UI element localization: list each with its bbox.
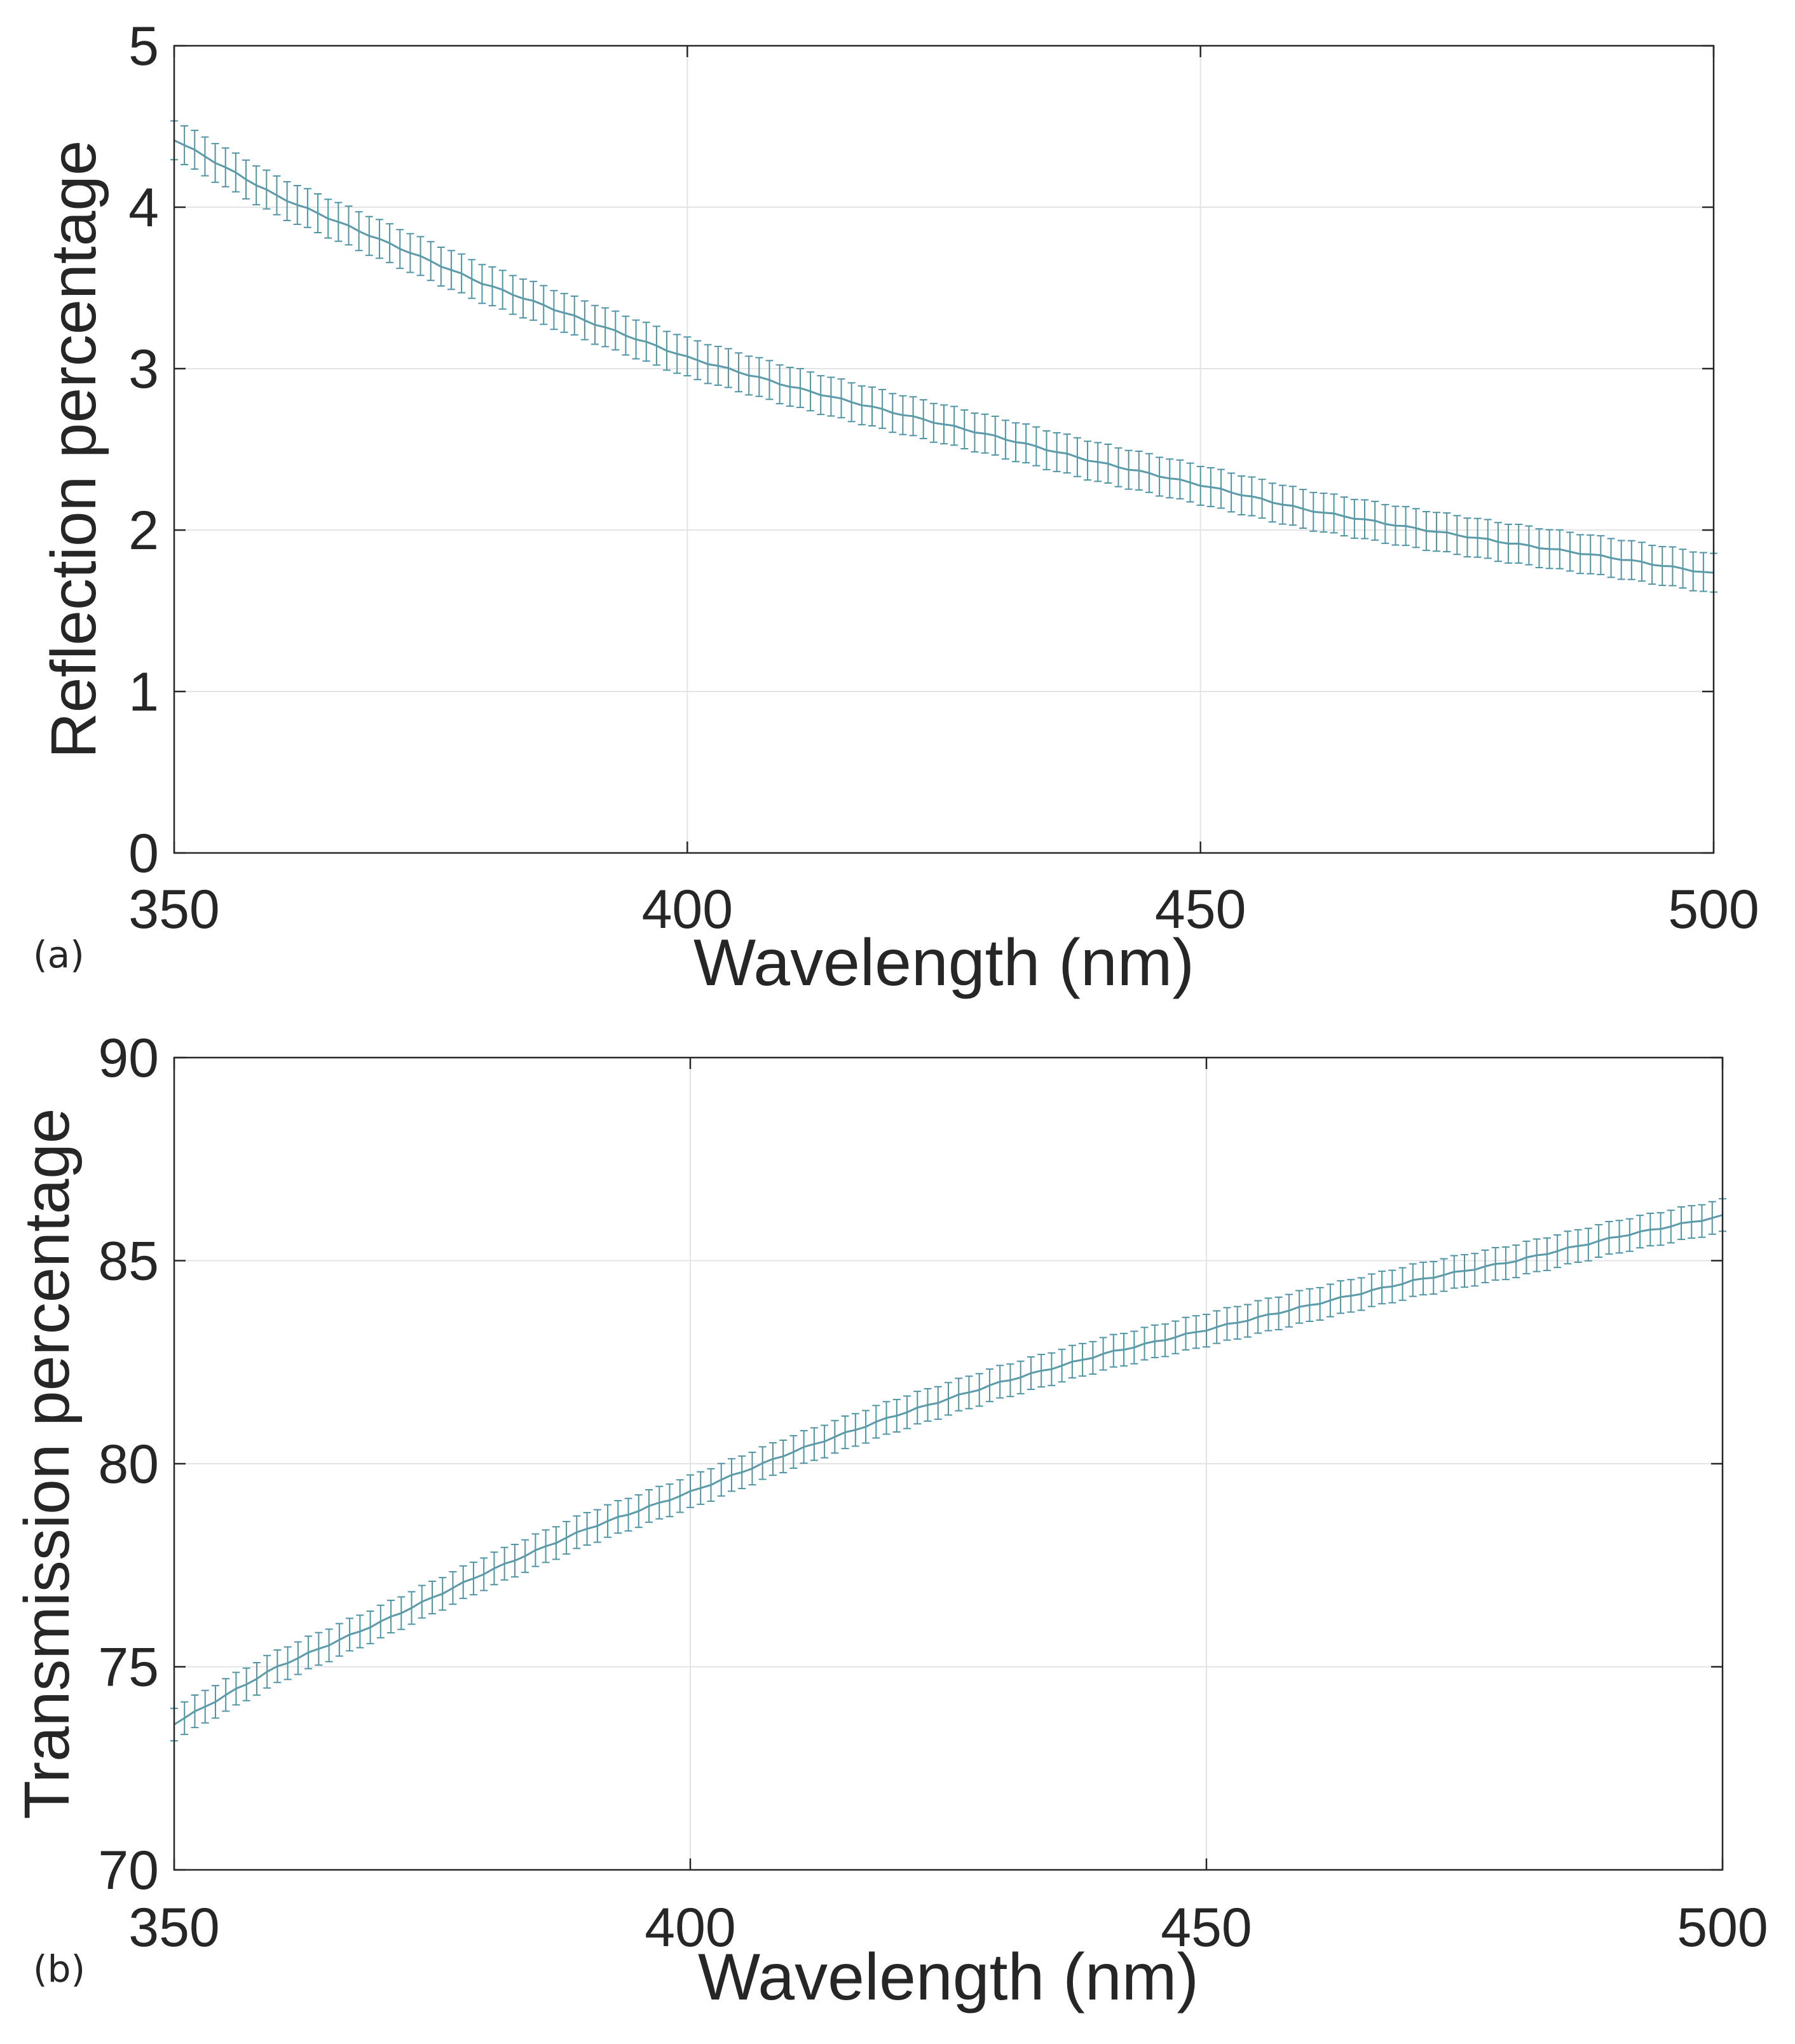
panel-label-a: (a): [33, 933, 85, 976]
y-tick-label-b: 80: [98, 1434, 159, 1495]
y-tick-label-b: 75: [98, 1637, 159, 1698]
y-tick-label-b: 70: [98, 1840, 159, 1901]
y-tick-label-a: 4: [128, 177, 159, 238]
x-tick-labels-b: 350 400 450 500: [128, 1058, 1768, 1958]
x-axis-label-a: Wavelength (nm): [693, 926, 1194, 1000]
x-axis-label-b: Wavelength (nm): [698, 1940, 1199, 2014]
y-axis-label-b: Transmission percentage: [11, 1108, 83, 1819]
x-tick-label-a: 400: [642, 879, 734, 940]
x-tick-label-b: 500: [1677, 1897, 1768, 1958]
grid-x-a: [686, 46, 1201, 853]
y-tick-label-b: 90: [98, 1028, 159, 1089]
x-tick-label-a: 350: [128, 879, 220, 940]
y-tick-label-a: 3: [128, 339, 159, 400]
y-axis-label-a: Reflection percentage: [38, 140, 109, 759]
panel-a: 350 400 450 500 0 1 2 3 4 5 Wavelength (nm) Refl…: [33, 16, 1759, 1000]
series-line-a: [174, 139, 1714, 574]
x-tick-label-b: 450: [1161, 1897, 1252, 1958]
panel-label-b: (b): [33, 1947, 85, 1991]
y-tick-label-a: 5: [128, 16, 159, 77]
y-tick-label-a: 2: [128, 500, 159, 561]
y-tick-labels-b: 70 75 80 85 90: [98, 1028, 1723, 1901]
plot-area-a: [174, 46, 1714, 853]
x-tick-labels-a: 350 400 450 500: [128, 46, 1759, 940]
x-tick-label-a: 500: [1668, 879, 1759, 940]
axes-box-a: [173, 44, 1715, 854]
x-tick-label-a: 450: [1155, 879, 1246, 940]
x-tick-label-b: 400: [645, 1897, 736, 1958]
y-tick-label-b: 85: [98, 1231, 159, 1292]
x-tick-label-b: 350: [128, 1897, 220, 1958]
series-reflection: [170, 120, 1717, 593]
series-line-b: [174, 1214, 1723, 1726]
y-tick-labels-a: 0 1 2 3 4 5: [128, 16, 1714, 884]
y-tick-label-a: 1: [128, 662, 159, 723]
y-tick-label-a: 0: [128, 823, 159, 884]
